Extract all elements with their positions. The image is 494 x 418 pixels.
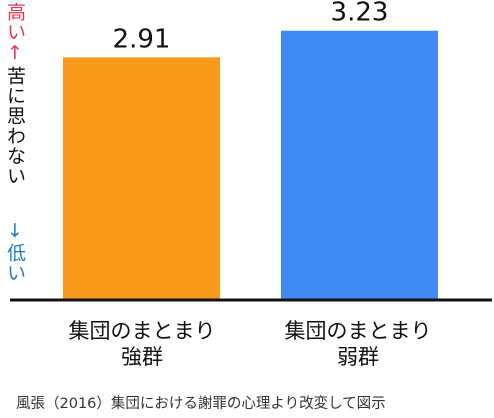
bar-weak: [281, 30, 438, 299]
y-label-middle: 苦に思わない: [4, 66, 26, 186]
category-label-weak: 集団のまとまり 弱群: [268, 318, 448, 370]
bar-strong: [63, 57, 220, 299]
y-label-low: ↓低い: [4, 220, 26, 283]
category-label-line: 強群: [121, 345, 163, 369]
value-label: 2.91: [113, 24, 171, 54]
value-label: 3.23: [331, 0, 389, 28]
value-labels-group: 2.91 3.23: [113, 0, 389, 54]
bars-group: [63, 30, 438, 299]
category-label-line: 集団のまとまり: [284, 319, 432, 343]
category-label-line: 集団のまとまり: [68, 319, 216, 343]
source-note: 風張（2016）集団における謝罪の心理より改変して図示: [16, 396, 386, 412]
y-label-high: 高い↑: [4, 2, 26, 65]
category-label-line: 弱群: [337, 345, 379, 369]
category-label-strong: 集団のまとまり 強群: [52, 318, 232, 370]
